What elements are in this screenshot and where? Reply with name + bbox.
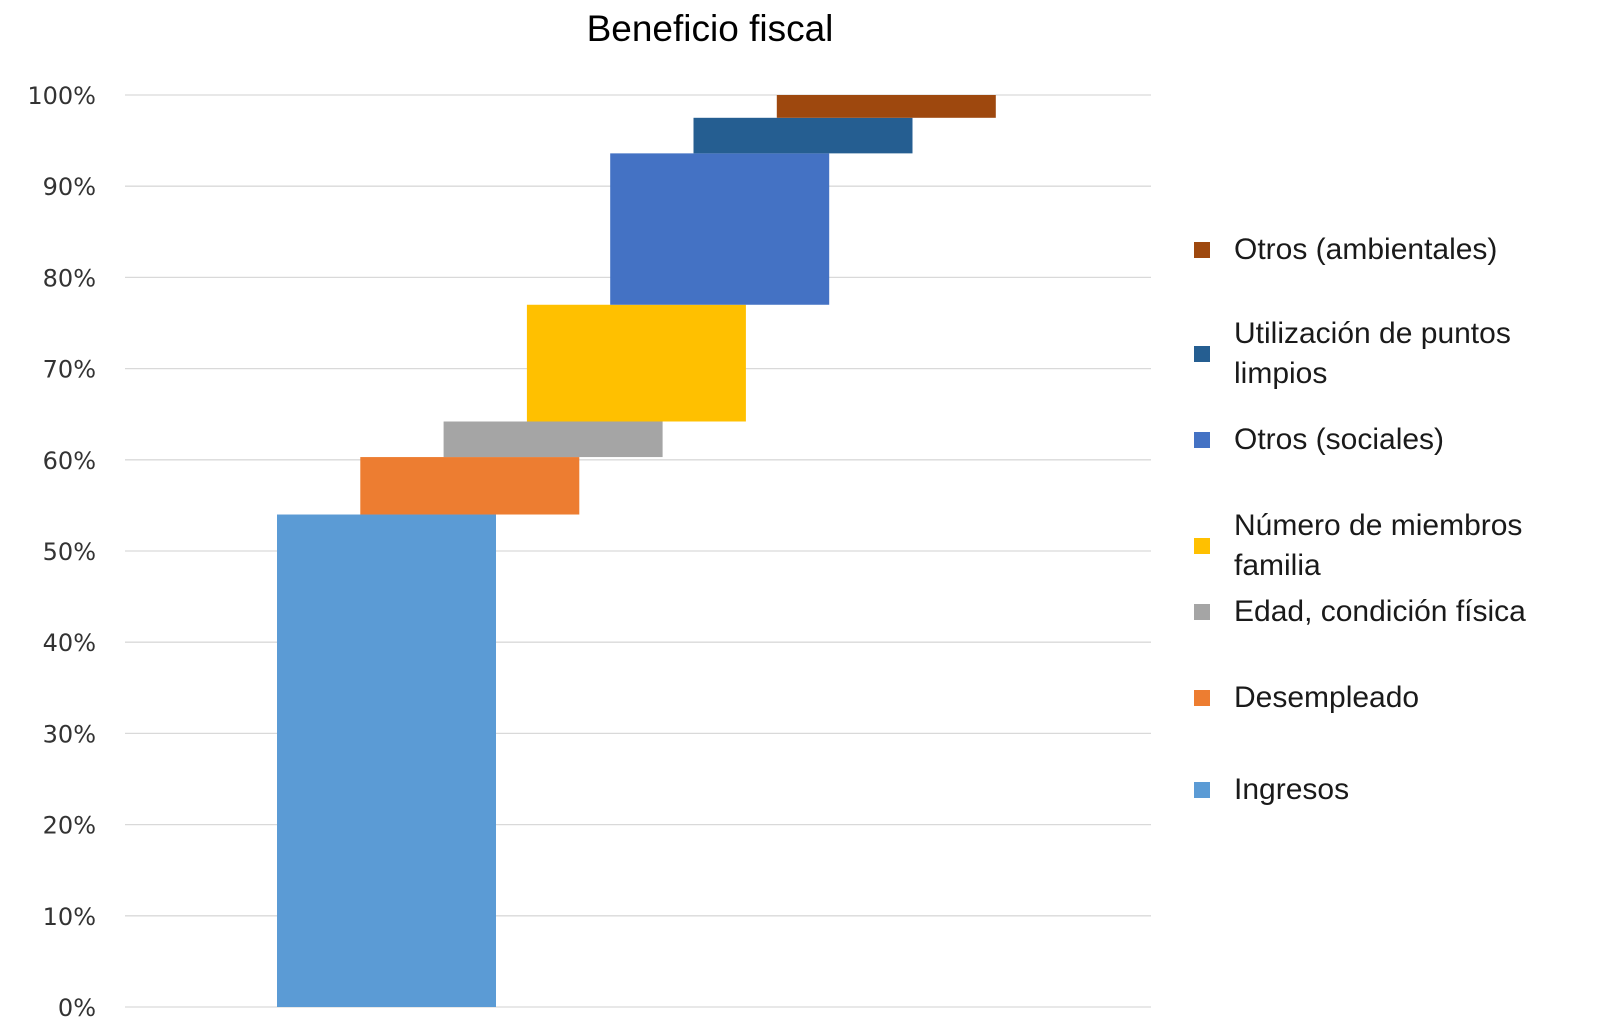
y-tick-label: 30% [43,720,96,748]
bar-ingresos [277,514,496,1007]
y-tick-label: 40% [43,629,96,657]
y-tick-label: 100% [27,82,96,110]
legend-swatch [1194,432,1210,448]
legend-item: Ingresos [1194,770,1574,810]
legend-label: Número de miembros familia [1234,509,1523,582]
bar-desempleado [360,457,580,515]
legend-item: Edad, condición física [1194,592,1574,632]
legend-label: Ingresos [1234,773,1350,806]
legend-swatch [1194,782,1210,798]
y-tick-label: 0% [58,994,96,1022]
legend-label: Desempleado [1234,681,1420,714]
y-tick-label: 90% [43,173,96,201]
bar-otros-sociales [610,153,830,305]
legend-label: Otros (ambientales) [1234,233,1498,266]
legend-swatch [1194,346,1210,362]
bar-edad-condicion-fisica [443,421,663,458]
legend-item: Desempleado [1194,678,1574,718]
y-tick-label: 10% [43,903,96,931]
legend-swatch [1194,690,1210,706]
bar-numero-de-miembros-familia [526,304,746,422]
y-tick-label: 70% [43,356,96,384]
chart-title: Beneficio fiscal [586,8,834,49]
legend-swatch [1194,604,1210,620]
bar-utilizacion-de-puntos-limpios [693,117,913,154]
y-tick-label: 20% [43,812,96,840]
y-tick-label: 50% [43,538,96,566]
legend-label: Edad, condición física [1234,595,1526,628]
y-tick-label: 60% [43,447,96,475]
legend-item: Número de miembros familia [1194,506,1574,586]
legend-swatch [1194,242,1210,258]
legend-label: Otros (sociales) [1234,423,1445,456]
legend-item: Utilización de puntos limpios [1194,314,1574,394]
bars [277,95,996,1007]
y-axis-ticks: 0% 10% 20% 30% 40% 50% 60% 70% 80% 90% 100% [27,82,96,1022]
bar-otros-ambientales [776,95,996,118]
y-tick-label: 80% [43,264,96,292]
legend-label: Utilización de puntos limpios [1234,317,1511,390]
legend-item: Otros (sociales) [1194,420,1574,460]
legend-item: Otros (ambientales) [1194,230,1574,270]
legend-swatch [1194,538,1210,554]
